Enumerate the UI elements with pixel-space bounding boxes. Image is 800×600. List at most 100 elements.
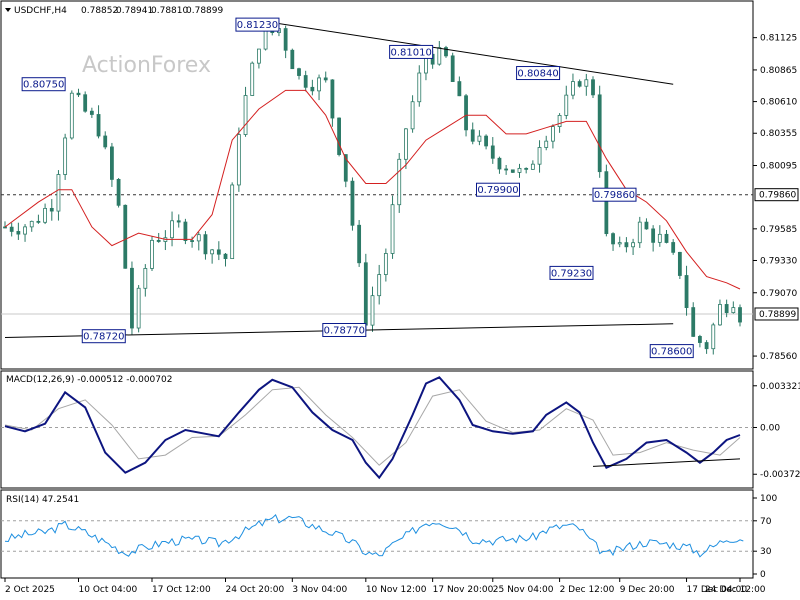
- price-label-box: [81, 329, 126, 344]
- candle-body: [370, 295, 375, 326]
- candle-body: [297, 68, 301, 76]
- time-tick-label: 3 Nov 04:00: [292, 585, 347, 595]
- candle-body: [136, 287, 141, 329]
- trendline-upper: [245, 17, 674, 85]
- macd-tick-label: 0.00: [760, 423, 780, 433]
- candle-body: [644, 221, 649, 230]
- candle-body: [651, 228, 656, 243]
- candle-body: [510, 169, 515, 173]
- rsi-axis: 100 70 30 0: [753, 494, 777, 580]
- macd-plot: [1, 376, 753, 480]
- macd-axis: 0.003321 0.00 -0.003723: [753, 382, 800, 480]
- candle-body: [497, 157, 502, 170]
- price-tick-label: 0.79585: [760, 225, 797, 235]
- candle-body: [36, 220, 41, 223]
- candle-body: [457, 81, 462, 97]
- price-label: 0.79860: [594, 190, 635, 201]
- price-label: 0.80840: [517, 69, 558, 80]
- candle-body: [470, 129, 475, 142]
- candle-body: [390, 204, 395, 254]
- candle-body: [156, 239, 161, 242]
- candle-body: [490, 145, 495, 159]
- candle-body: [437, 47, 442, 65]
- price-label: 0.78600: [651, 347, 692, 358]
- candle-body: [724, 304, 729, 314]
- candle-body: [664, 233, 669, 243]
- price-label-box: [235, 17, 280, 32]
- price-label: 0.81230: [237, 20, 278, 31]
- candle-body: [597, 94, 602, 173]
- candle-body: [718, 304, 722, 326]
- macd-panel-frame: [0, 370, 754, 489]
- macd-title: MACD(12,26,9) -0.000512 -0.000702: [6, 375, 172, 385]
- candle-body: [196, 234, 201, 242]
- price-tick-label: 0.79330: [760, 256, 797, 266]
- header-symbol: USDCHF,H4: [14, 6, 67, 16]
- candle-body: [150, 239, 154, 269]
- candle-body: [704, 342, 709, 350]
- candle-body: [223, 253, 228, 260]
- candle-body: [63, 137, 68, 175]
- candle-body: [69, 92, 74, 139]
- candle-body: [383, 253, 388, 275]
- candle-body: [450, 55, 455, 82]
- price-label-box: [476, 182, 520, 197]
- candle-body: [417, 72, 422, 103]
- candle-body: [571, 81, 575, 96]
- candle-body: [56, 174, 61, 212]
- candle-body: [551, 126, 555, 142]
- candle-body: [257, 48, 261, 64]
- candle-body: [230, 184, 235, 260]
- candle-body: [464, 95, 468, 131]
- price-label-box: [21, 77, 66, 92]
- time-axis: 2 Oct 2025 10 Oct 04:00 17 Oct 12:00 24 Oct…: [4, 578, 766, 595]
- candle-body: [671, 242, 676, 253]
- price-annotations: 0.80750 0.81230 0.81010 0.80840 0.78720 0.787…: [21, 17, 694, 359]
- candle-body: [183, 221, 188, 241]
- candle-body: [477, 135, 482, 142]
- time-tick-label: 17 Dec 04:00: [687, 585, 748, 595]
- candle-body: [317, 77, 321, 92]
- watermark: ActionForex: [82, 53, 211, 78]
- dropdown-triangle-icon[interactable]: [5, 8, 11, 12]
- time-tick-label: 2 Dec 12:00: [560, 585, 615, 595]
- candle-body: [577, 81, 582, 87]
- candle-body: [591, 79, 595, 96]
- price-label-box: [592, 187, 637, 202]
- candle-body: [130, 267, 134, 329]
- candle-body: [103, 135, 108, 148]
- time-tick-label: 9 Dec 20:00: [620, 585, 675, 595]
- candle-body: [530, 163, 535, 170]
- current-price-tag-text: 0.78899: [759, 310, 796, 320]
- current-price-tag: [754, 307, 799, 321]
- price-label: 0.78770: [324, 326, 365, 337]
- candle-body: [738, 307, 742, 323]
- candle-body: [698, 336, 702, 343]
- candle-body: [43, 207, 47, 223]
- candle-body: [190, 240, 194, 242]
- candle-body: [310, 86, 315, 92]
- candle-body: [444, 47, 448, 57]
- price-tick-label: 0.80355: [760, 129, 797, 139]
- candle-body: [263, 29, 268, 50]
- candle-body: [337, 117, 341, 155]
- candle-body: [377, 274, 382, 297]
- candle-body: [303, 75, 308, 88]
- level-price-tag: [754, 188, 799, 202]
- candles: [3, 21, 742, 355]
- price-label-box: [649, 344, 694, 359]
- macd-trendline: [592, 458, 741, 467]
- macd-tick-label: -0.003723: [760, 470, 800, 480]
- candle-body: [29, 220, 34, 228]
- candle-body: [176, 220, 181, 223]
- candle-body: [637, 221, 642, 244]
- candle-body: [557, 114, 562, 127]
- candle-body: [283, 28, 288, 51]
- price-label: 0.79230: [551, 268, 592, 279]
- candle-body: [410, 101, 415, 130]
- rsi-tick-label: 100: [760, 494, 777, 504]
- macd-main-line: [4, 376, 741, 480]
- candle-body: [203, 234, 208, 255]
- candle-body: [250, 62, 255, 96]
- candle-body: [397, 158, 402, 206]
